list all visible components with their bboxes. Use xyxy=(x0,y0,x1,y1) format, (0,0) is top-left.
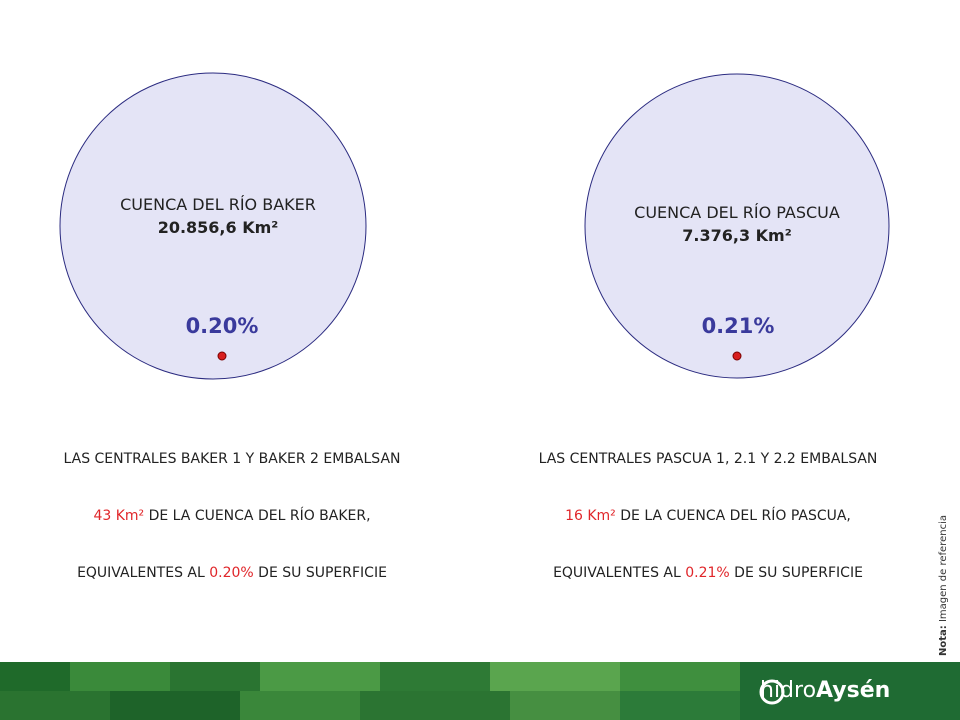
reservoir-dot xyxy=(732,351,742,361)
text: DE LA CUENCA DEL RÍO PASCUA, xyxy=(615,508,851,524)
highlight: 43 Km² xyxy=(93,508,145,524)
logo-part: Aysén xyxy=(816,678,891,703)
note-label: Nota: xyxy=(938,625,949,656)
basin-title: CUENCA DEL RÍO PASCUA xyxy=(634,203,840,222)
basin-circle xyxy=(584,73,890,379)
desc-line: EQUIVALENTES AL 0.20% DE SU SUPERFICIE xyxy=(12,564,452,583)
logo: hidroAysén xyxy=(760,678,890,703)
highlight: 0.20% xyxy=(209,565,254,581)
basin-circle xyxy=(59,72,367,380)
highlight: 0.21% xyxy=(685,565,730,581)
percent: 0.20% xyxy=(185,314,259,338)
basin-title: CUENCA DEL RÍO BAKER xyxy=(120,195,316,214)
note: Nota: Imagen de referencia xyxy=(938,515,949,656)
text: EQUIVALENTES AL xyxy=(77,565,210,581)
basin-area: 7.376,3 Km² xyxy=(682,226,792,245)
description: LAS CENTRALES BAKER 1 Y BAKER 2 EMBALSAN… xyxy=(12,412,452,602)
desc-line: 43 Km² DE LA CUENCA DEL RÍO BAKER, xyxy=(12,507,452,526)
desc-line: LAS CENTRALES PASCUA 1, 2.1 Y 2.2 EMBALS… xyxy=(538,451,878,467)
desc-line: EQUIVALENTES AL 0.21% DE SU SUPERFICIE xyxy=(488,564,928,583)
percent: 0.21% xyxy=(701,314,775,338)
highlight: 16 Km² xyxy=(565,508,616,524)
text: DE SU SUPERFICIE xyxy=(253,565,387,581)
text: EQUIVALENTES AL xyxy=(553,565,686,581)
text: DE SU SUPERFICIE xyxy=(729,565,863,581)
basin-area: 20.856,6 Km² xyxy=(157,218,279,237)
desc-line: 16 Km² DE LA CUENCA DEL RÍO PASCUA, xyxy=(488,507,928,526)
note-text: Imagen de referencia xyxy=(938,515,949,626)
reservoir-dot xyxy=(217,351,227,361)
desc-line: LAS CENTRALES BAKER 1 Y BAKER 2 EMBALSAN xyxy=(63,451,401,467)
text: DE LA CUENCA DEL RÍO BAKER, xyxy=(144,508,371,524)
footer-band xyxy=(0,662,960,720)
description: LAS CENTRALES PASCUA 1, 2.1 Y 2.2 EMBALS… xyxy=(488,412,928,602)
logo-part: hidro xyxy=(760,678,817,703)
